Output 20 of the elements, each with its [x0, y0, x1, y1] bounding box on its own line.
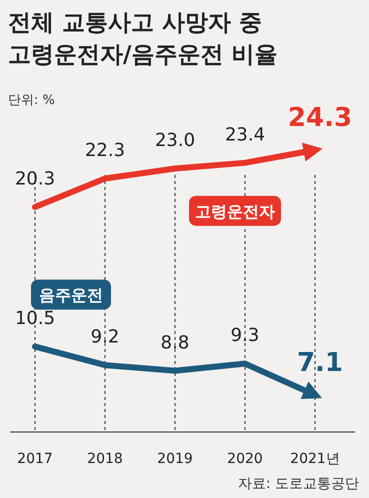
data-label: 10.5	[14, 308, 56, 330]
data-label: 22.3	[84, 140, 126, 161]
x-tick-label: 2019	[157, 451, 193, 467]
chart-title: 전체 교통사고 사망자 중 고령운전자/음주운전 비율	[8, 10, 278, 68]
data-label: 9.2	[90, 326, 120, 348]
data-label: 8.8	[160, 332, 190, 354]
x-tick-label: 2021년	[290, 451, 340, 467]
data-label: 7.1	[296, 348, 344, 378]
text: 고령운전자	[195, 202, 275, 221]
data-label: 23.4	[224, 124, 266, 146]
data-label: 9.3	[230, 325, 260, 346]
x-tick-label: 2020	[227, 451, 263, 467]
x-tick-label: 2018	[87, 451, 123, 467]
x-tick-label: 2017	[17, 451, 53, 467]
data-label: 23.0	[154, 130, 196, 152]
data-label: 24.3	[288, 103, 352, 133]
text: 음주운전	[39, 286, 103, 305]
text: 단위: %	[8, 93, 55, 108]
text: 자료: 도로교통공단	[238, 476, 359, 492]
data-label: 20.3	[14, 168, 56, 190]
